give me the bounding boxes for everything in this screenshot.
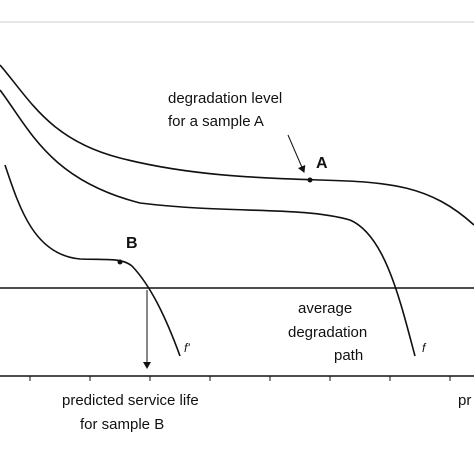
point-a-marker: [307, 177, 313, 183]
point-b-label: B: [126, 235, 138, 252]
curve-b-name: f': [184, 341, 190, 355]
average-label: average: [298, 300, 352, 317]
cut-label: pr: [458, 392, 471, 409]
curve-mid: [0, 89, 416, 357]
service-life-label: predicted service life: [62, 392, 199, 409]
service-life-label: for sample B: [80, 416, 164, 433]
point-a-label: A: [316, 155, 328, 172]
axis-ticks: [29, 376, 451, 381]
average-label: path: [334, 347, 363, 364]
note-a-line: degradation level: [168, 90, 282, 107]
average-label: degradation: [288, 324, 367, 341]
curve-a: [0, 64, 474, 226]
point-b-marker: [117, 259, 123, 265]
curve-mid-name: f: [422, 341, 427, 355]
arrow-a: [287, 134, 306, 173]
curve-b: [4, 164, 181, 357]
note-a-line: for a sample A: [168, 113, 264, 130]
